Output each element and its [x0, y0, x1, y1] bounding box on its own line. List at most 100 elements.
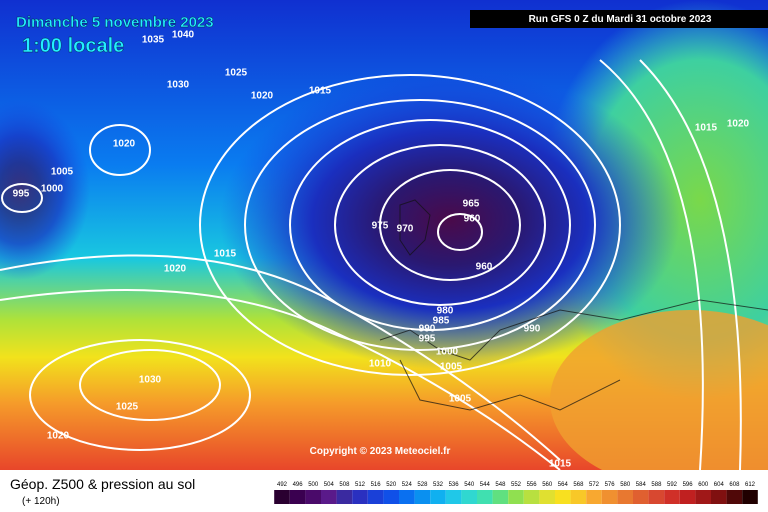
colorbar-label: 544 [480, 482, 491, 488]
colorbar-label: 552 [511, 482, 522, 488]
colorbar-cell [321, 490, 337, 504]
colorbar-label: 564 [558, 482, 569, 488]
colorbar-label: 556 [527, 482, 538, 488]
isobars [0, 59, 742, 471]
isobar-label: 965 [463, 199, 480, 210]
isobar-label: 1020 [47, 431, 70, 442]
colorbar-label: 572 [589, 482, 600, 488]
colorbar-cell [570, 490, 587, 504]
colorbar-label: 516 [371, 482, 382, 488]
colorbar-cell [508, 490, 524, 504]
colorbar-label: 520 [386, 482, 397, 488]
isobar-label: 995 [419, 334, 436, 345]
low-pressure [220, 70, 680, 370]
colorbar-label: 504 [324, 482, 335, 488]
colorbar-label: 588 [651, 482, 662, 488]
colorbar-cell [352, 490, 368, 504]
colorbar-label: 524 [402, 482, 413, 488]
footer-title: Géop. Z500 & pression au sol [10, 476, 195, 492]
colorbar-cell [726, 490, 743, 504]
colorbar-cell [539, 490, 555, 504]
colorbar-label: 496 [293, 482, 304, 488]
colorbar-label: 596 [683, 482, 694, 488]
coastlines [379, 199, 768, 411]
colorbar-label: 576 [605, 482, 616, 488]
colorbar-cell [461, 490, 477, 504]
isobar-label: 980 [437, 306, 454, 317]
colorbar-cell [289, 490, 306, 504]
colorbar-label: 548 [495, 482, 506, 488]
isobar-label: 1015 [695, 123, 718, 134]
colorbar-cell [633, 490, 649, 504]
isobar-label: 1020 [727, 119, 750, 130]
colorbar-cell [648, 490, 665, 504]
isobar-label: 990 [524, 324, 541, 335]
colorbar-cell [367, 490, 384, 504]
isobar-label: 1005 [440, 362, 463, 373]
colorbar-cell [399, 490, 415, 504]
isobar-label: 985 [433, 316, 450, 327]
colorbar-cell [445, 490, 462, 504]
isobar-label: 1030 [139, 375, 162, 386]
copyright: Copyright © 2023 Meteociel.fr [310, 446, 451, 457]
isobar-label: 970 [397, 224, 414, 235]
colorbar-label: 528 [417, 482, 428, 488]
colorbar-label: 600 [698, 482, 709, 488]
colorbar-cell [679, 490, 696, 504]
colorbar-label: 592 [667, 482, 678, 488]
colorbar-label: 608 [729, 482, 740, 488]
colorbar-cell [523, 490, 540, 504]
isobar-label: 1005 [449, 394, 472, 405]
colorbar-cell [742, 490, 758, 504]
colorbar-cell [492, 490, 509, 504]
date: Dimanche 5 novembre 2023 [16, 14, 214, 31]
colorbar-label: 532 [433, 482, 444, 488]
colorbar-label: 612 [745, 482, 756, 488]
isobar-label: 1000 [436, 347, 459, 358]
colorbar-label: 604 [714, 482, 725, 488]
isobar-label: 1025 [225, 68, 248, 79]
colorbar-cell [664, 490, 680, 504]
colorbar-label: 512 [355, 482, 366, 488]
isobar-label: 1035 [142, 35, 165, 46]
isobar-label: 975 [372, 221, 389, 232]
colorbar-label: 568 [573, 482, 584, 488]
colorbar-label: 500 [308, 482, 319, 488]
isobar-label: 990 [419, 324, 436, 335]
isobar-label: 1020 [251, 91, 274, 102]
colorbar-label: 536 [449, 482, 460, 488]
run-info: Run GFS 0 Z du Mardi 31 octobre 2023 [529, 14, 712, 25]
colorbar-cell [383, 490, 399, 504]
colorbar-cell [617, 490, 633, 504]
lead-time: (+ 120h) [22, 496, 60, 507]
local-time: 1:00 locale [22, 35, 124, 57]
isobar-label: 1040 [172, 30, 195, 41]
colorbar-cell [305, 490, 321, 504]
colorbar-cell [711, 490, 727, 504]
colorbar-label: 584 [636, 482, 647, 488]
isobar-label: 995 [13, 189, 30, 200]
colorbar-label: 508 [339, 482, 350, 488]
low-pressure [0, 100, 90, 280]
isobar-label: 960 [464, 214, 481, 225]
isobar-label: 1030 [167, 80, 190, 91]
colorbar-label: 540 [464, 482, 475, 488]
colorbar-cell [414, 490, 431, 504]
colorbar-label: 492 [277, 482, 288, 488]
colorbar-cell [695, 490, 711, 504]
isobar-label: 1025 [116, 402, 139, 413]
run-box [470, 10, 768, 28]
colorbar-label: 560 [542, 482, 553, 488]
isobar-label: 1015 [309, 86, 332, 97]
colorbar-cell [601, 490, 618, 504]
colorbar-cell [430, 490, 446, 504]
isobar-label: 960 [476, 262, 493, 273]
isobar-label: 1020 [113, 139, 136, 150]
colorbar-cell [555, 490, 571, 504]
isobar-label: 1015 [549, 459, 572, 470]
warm-region [550, 310, 768, 490]
isobar-label: 1015 [214, 249, 237, 260]
